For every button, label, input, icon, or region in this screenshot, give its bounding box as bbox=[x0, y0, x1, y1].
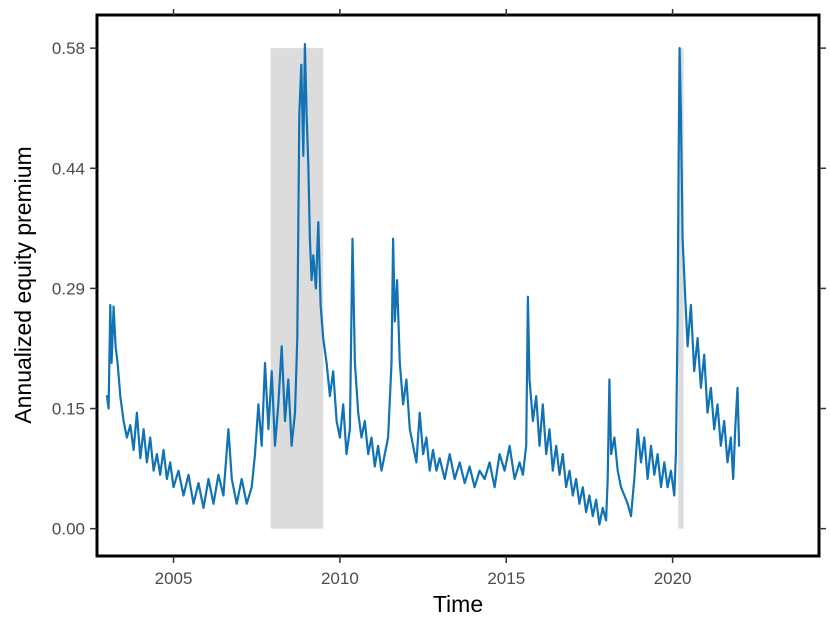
y-tick-label: 0.15 bbox=[52, 400, 85, 419]
x-tick-label: 2015 bbox=[487, 569, 525, 588]
shaded-periods bbox=[270, 48, 684, 529]
y-axis-title: Annualized equity premium bbox=[10, 146, 36, 423]
shaded-period-1 bbox=[678, 48, 684, 529]
y-tick-label: 0.44 bbox=[52, 159, 85, 178]
series-line-0 bbox=[105, 42, 741, 526]
plot-frame bbox=[95, 13, 821, 558]
y-tick-label: 0.00 bbox=[52, 520, 85, 539]
x-tick-label: 2020 bbox=[654, 569, 692, 588]
x-axis-ticks: 2005 2010 2015 2020 bbox=[155, 9, 692, 588]
x-tick-label: 2010 bbox=[321, 569, 359, 588]
y-tick-label: 0.58 bbox=[52, 39, 85, 58]
y-tick-label: 0.29 bbox=[52, 279, 85, 298]
x-axis-title: Time bbox=[433, 591, 483, 617]
series-layer bbox=[105, 42, 741, 526]
y-axis-ticks: 0.00 0.15 0.29 0.44 0.58 bbox=[52, 39, 826, 539]
x-tick-label: 2005 bbox=[155, 569, 193, 588]
